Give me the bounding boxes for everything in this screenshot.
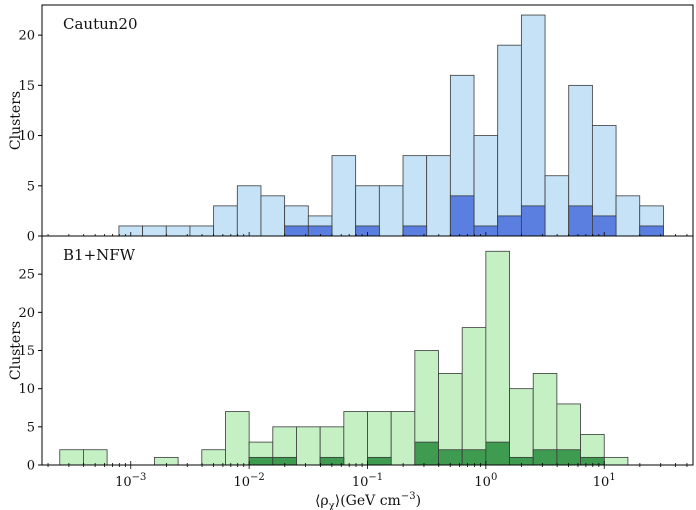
bar-all [331, 155, 357, 237]
bar-all [461, 327, 487, 466]
y-tick-label: 20 [18, 306, 35, 321]
bar-subset [438, 449, 463, 466]
bar-all [236, 185, 262, 237]
bar-all [225, 411, 250, 466]
bar-all [83, 449, 108, 466]
bar-subset [414, 441, 439, 466]
y-tick-label: 0 [27, 459, 35, 474]
bar-all [520, 14, 546, 237]
bar-all [603, 456, 629, 466]
y-tick-label: 5 [27, 179, 35, 194]
y-tick-label: 25 [18, 268, 35, 283]
y-axis-label: Clusters [8, 91, 24, 150]
bar-all [201, 449, 226, 466]
y-tick-label: 0 [27, 230, 35, 245]
x-tick-label: 101 [593, 472, 616, 490]
bar-subset [367, 456, 392, 466]
bar-all [142, 225, 167, 237]
bar-all [213, 205, 238, 237]
bar-subset [497, 215, 522, 237]
y-tick-label: 10 [18, 382, 35, 397]
x-axis-label: ⟨ρχ⟩(GeV cm−3) [315, 491, 421, 510]
bar-subset [449, 195, 475, 237]
bar-all [378, 185, 404, 237]
bar-subset [461, 449, 487, 466]
bar-all [509, 388, 534, 466]
bar-all [296, 426, 321, 466]
panel-b1-nfw: 0 5 10 15 20 25 Clusters B1+NFW 10−3 10−2 10−1 100 1… [8, 235, 694, 490]
y-tick-label: 15 [18, 79, 35, 94]
bar-subset [556, 449, 581, 466]
bar-subset [520, 205, 546, 237]
bar-subset [402, 225, 428, 237]
bar-subset [248, 456, 274, 466]
x-tick-label: 10−3 [115, 472, 146, 490]
bar-all [165, 225, 191, 237]
y-tick-label: 5 [27, 420, 35, 435]
bar-all [402, 155, 428, 237]
bar-subset [568, 205, 593, 237]
bar-all [260, 195, 286, 237]
y-tick-label: 20 [18, 29, 35, 44]
y-tick-label: 10 [18, 129, 35, 144]
bar-all [390, 411, 416, 466]
y-axis-label: Clusters [8, 321, 24, 380]
panel-label: Cautun20 [63, 15, 138, 33]
bar-all [473, 135, 499, 237]
bar-all [615, 195, 641, 237]
panel-cautun20: 0 5 10 15 20 Clusters Cautun20 [8, 4, 694, 245]
bar-all [497, 44, 522, 237]
bar-all [544, 175, 570, 237]
y-tick-label: 15 [18, 344, 35, 359]
x-tick-label: 10−1 [352, 472, 383, 490]
bar-all [343, 411, 368, 466]
bar-subset [284, 225, 309, 237]
bar-subset [639, 225, 664, 237]
panel-label: B1+NFW [63, 246, 136, 264]
bar-subset [532, 449, 558, 466]
bar-all [485, 250, 510, 466]
x-tick-label: 100 [474, 472, 497, 490]
bar-all [59, 449, 84, 466]
bar-all [426, 155, 451, 237]
bar-subset [485, 441, 510, 466]
x-tick-label: 10−2 [233, 472, 264, 490]
